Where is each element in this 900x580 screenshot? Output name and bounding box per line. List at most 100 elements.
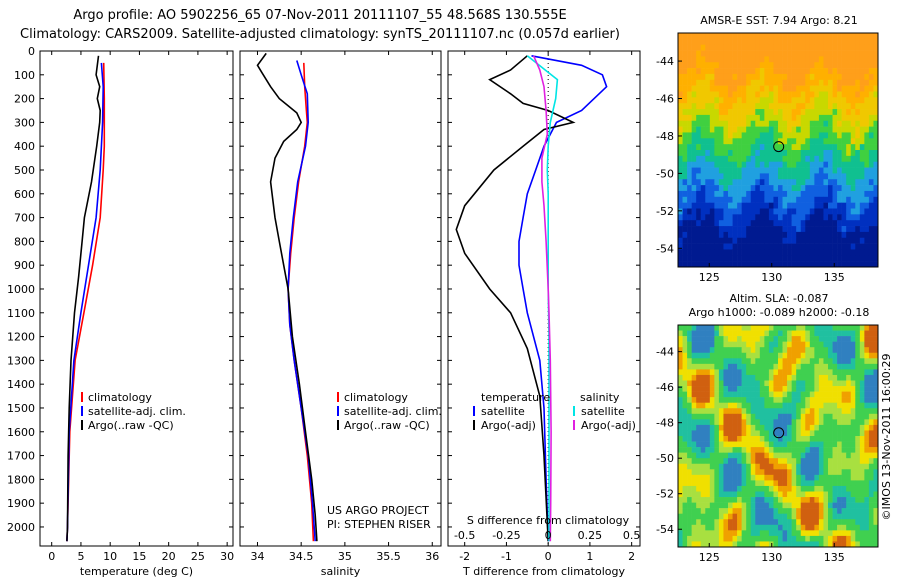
heatmap-cell <box>696 352 702 359</box>
heatmap-cell <box>723 120 729 127</box>
heatmap-cell <box>682 502 688 509</box>
heatmap-cell <box>746 441 752 448</box>
heatmap-cell <box>805 155 811 162</box>
heatmap-cell <box>696 237 702 244</box>
heatmap-cell <box>800 161 806 168</box>
heatmap-cell <box>809 458 815 465</box>
heatmap-cell <box>728 243 733 250</box>
heatmap-cell <box>764 408 770 415</box>
heatmap-cell <box>746 196 752 203</box>
heatmap-cell <box>764 214 770 221</box>
heatmap-cell <box>691 231 697 239</box>
heatmap-cell <box>691 179 697 186</box>
heatmap-cell <box>737 114 742 122</box>
heatmap-cell <box>800 62 806 69</box>
heatmap-cell <box>759 380 765 387</box>
heatmap-cell <box>809 497 815 503</box>
heatmap-cell <box>678 530 683 537</box>
heatmap-cell <box>728 79 733 86</box>
heatmap-cell <box>809 38 815 45</box>
heatmap-cell <box>678 261 683 268</box>
heatmap-cell <box>818 62 824 69</box>
heatmap-cell <box>718 243 724 250</box>
heatmap-cell <box>723 73 729 81</box>
heatmap-cell <box>750 352 756 359</box>
heatmap-cell <box>782 430 788 437</box>
y-tick-label: 900 <box>14 259 35 272</box>
heatmap-cell <box>759 447 765 453</box>
heatmap-cell <box>855 535 861 542</box>
heatmap-cell <box>696 347 702 354</box>
heatmap-cell <box>700 56 706 63</box>
heatmap-cell <box>755 419 761 426</box>
heatmap-cell <box>764 138 770 145</box>
heatmap-cell <box>714 161 720 168</box>
heatmap-cell <box>832 458 838 465</box>
heatmap-cell <box>796 161 802 168</box>
heatmap-cell <box>773 352 779 359</box>
heatmap-cell <box>859 408 865 415</box>
heatmap-cell <box>768 325 774 331</box>
heatmap-cell <box>678 436 683 442</box>
heatmap-cell <box>837 179 842 186</box>
heatmap-cell <box>873 73 879 81</box>
heatmap-cell <box>773 397 779 403</box>
heatmap-cell <box>741 330 747 337</box>
heatmap-cell <box>832 469 838 476</box>
heatmap-cell <box>741 341 747 348</box>
heatmap-cell <box>787 358 792 365</box>
heatmap-cell <box>718 161 724 168</box>
heatmap-cell <box>700 447 706 453</box>
heatmap-cell <box>778 347 783 354</box>
imos-credit: ©IMOS 13-Nov-2011 16:00:29 <box>880 354 893 521</box>
heatmap-cell <box>837 519 842 526</box>
heatmap-cell <box>782 508 788 514</box>
heatmap-cell <box>800 73 806 81</box>
heatmap-cell <box>859 97 865 104</box>
heatmap-cell <box>832 85 838 92</box>
heatmap-cell <box>814 369 820 376</box>
heatmap-cell <box>864 441 870 448</box>
heatmap-cell <box>837 237 842 244</box>
legend-title: temperature <box>481 391 550 404</box>
heatmap-cell <box>768 513 774 520</box>
heatmap-cell <box>850 114 856 122</box>
heatmap-cell <box>737 97 742 104</box>
heatmap-cell <box>709 474 715 481</box>
heatmap-cell <box>818 38 824 45</box>
heatmap-cell <box>723 249 729 256</box>
heatmap-cell <box>778 441 783 448</box>
y-tick-label: 1100 <box>7 307 35 320</box>
heatmap-cell <box>809 255 815 262</box>
x-tick-label: -2 <box>459 550 470 563</box>
heatmap-cell <box>873 513 879 520</box>
heatmap-cell <box>837 220 842 227</box>
heatmap-cell <box>832 126 838 133</box>
heatmap-cell <box>818 341 824 348</box>
heatmap-cell <box>787 502 792 509</box>
heatmap-cell <box>873 243 879 250</box>
heatmap-cell <box>714 508 720 514</box>
heatmap-cell <box>864 68 870 75</box>
heatmap-cell <box>859 347 865 354</box>
heatmap-cell <box>782 341 788 348</box>
heatmap-cell <box>755 430 761 437</box>
heatmap-cell <box>696 408 702 415</box>
heatmap-cell <box>696 150 702 157</box>
heatmap-cell <box>705 150 711 157</box>
heatmap-cell <box>728 491 733 498</box>
heatmap-cell <box>714 474 720 481</box>
heatmap-cell <box>750 144 756 151</box>
heatmap-cell <box>805 103 811 110</box>
heatmap-cell <box>837 330 842 337</box>
heatmap-cell <box>828 485 833 492</box>
heatmap-cell <box>741 155 747 162</box>
heatmap-cell <box>741 202 747 209</box>
heatmap-cell <box>864 341 870 348</box>
heatmap-cell <box>687 352 692 359</box>
heatmap-cell <box>755 535 761 542</box>
heatmap-cell <box>809 91 815 98</box>
heatmap-cell <box>782 447 788 453</box>
heatmap-cell <box>778 62 783 69</box>
heatmap-cell <box>678 424 683 431</box>
